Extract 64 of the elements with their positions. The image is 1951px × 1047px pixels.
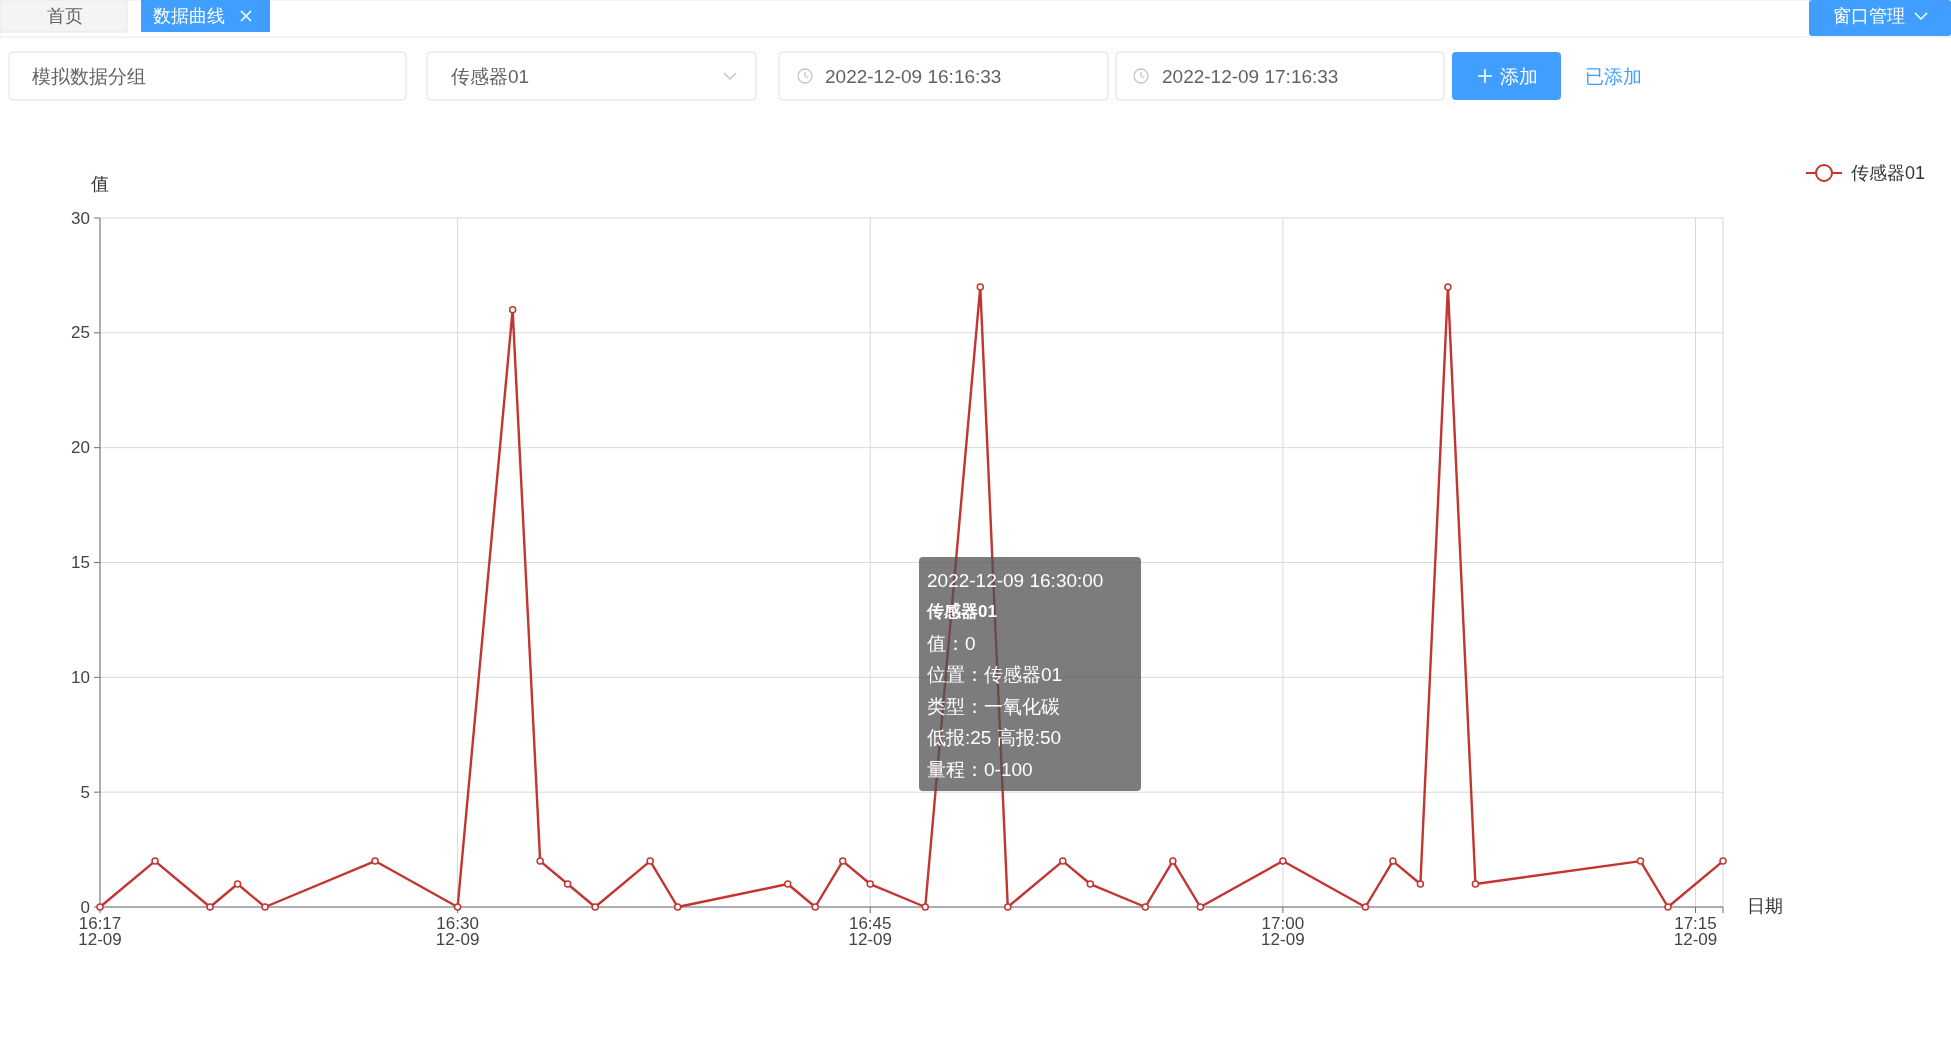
point xyxy=(261,903,269,911)
point xyxy=(1279,857,1287,865)
point xyxy=(1719,857,1727,865)
point xyxy=(233,880,242,888)
y-tick-label: 30 xyxy=(71,208,90,228)
point xyxy=(1059,857,1067,865)
point xyxy=(976,283,985,291)
point xyxy=(151,857,159,865)
point xyxy=(591,903,599,911)
y-tick-label: 10 xyxy=(71,667,90,687)
text: 添加 xyxy=(1500,65,1538,87)
text: 数据曲线 xyxy=(153,6,225,26)
point xyxy=(1416,880,1425,888)
legend-label: 传感器01 xyxy=(1851,163,1926,183)
y-tick-label: 20 xyxy=(71,438,90,458)
point xyxy=(646,857,654,865)
point xyxy=(1636,857,1645,865)
text: 传感器01 xyxy=(451,65,530,87)
point xyxy=(921,903,929,911)
annotation: 类型：一氧化碳 xyxy=(927,695,1060,717)
point xyxy=(536,857,544,865)
point xyxy=(1361,903,1370,911)
x-tick-label: 17:15 12-09 xyxy=(1673,914,1718,949)
y-tick-label: 5 xyxy=(80,782,90,802)
x-axis-title: 日期 xyxy=(1747,896,1783,916)
text: 2022-12-09 16:16:33 xyxy=(825,65,1002,87)
annotation: 量程：0-100 xyxy=(927,758,1033,780)
x-tick-label: 16:30 12-09 xyxy=(435,914,480,949)
point xyxy=(1444,283,1452,291)
point xyxy=(1664,903,1672,911)
y-tick-label: 25 xyxy=(71,323,90,343)
y-tick-label: 0 xyxy=(80,897,90,917)
point xyxy=(1141,903,1150,911)
point xyxy=(783,880,792,888)
y-axis-title: 值 xyxy=(91,174,109,194)
annotation: 位置：传感器01 xyxy=(927,664,1063,685)
text: 首页 xyxy=(47,6,83,26)
point xyxy=(1196,903,1205,911)
text: 窗口管理 xyxy=(1833,6,1905,26)
point xyxy=(838,857,847,865)
point xyxy=(811,903,819,911)
annotation: 2022-12-09 16:30:00 xyxy=(927,569,1104,591)
point xyxy=(508,306,517,314)
point xyxy=(673,903,682,911)
point xyxy=(1169,857,1177,865)
text: 2022-12-09 17:16:33 xyxy=(1162,65,1339,87)
point xyxy=(453,903,462,911)
annotation: 传感器01 xyxy=(926,602,997,621)
x-tick-label: 16:45 12-09 xyxy=(848,914,892,949)
point xyxy=(371,857,379,865)
point xyxy=(1004,903,1012,911)
text: 模拟数据分组 xyxy=(32,65,146,87)
point xyxy=(1471,880,1480,888)
annotation: 低报:25 高报:50 xyxy=(927,727,1062,748)
text: 已添加 xyxy=(1585,65,1642,87)
x-tick-label: 16:17 12-09 xyxy=(78,914,122,949)
point xyxy=(563,880,572,888)
point xyxy=(1389,857,1397,865)
y-tick-label: 15 xyxy=(71,553,90,572)
point xyxy=(866,880,874,888)
annotation: 值：0 xyxy=(927,632,976,654)
point xyxy=(206,903,214,911)
x-tick-label: 17:00 12-09 xyxy=(1261,914,1305,949)
point xyxy=(1086,880,1095,888)
